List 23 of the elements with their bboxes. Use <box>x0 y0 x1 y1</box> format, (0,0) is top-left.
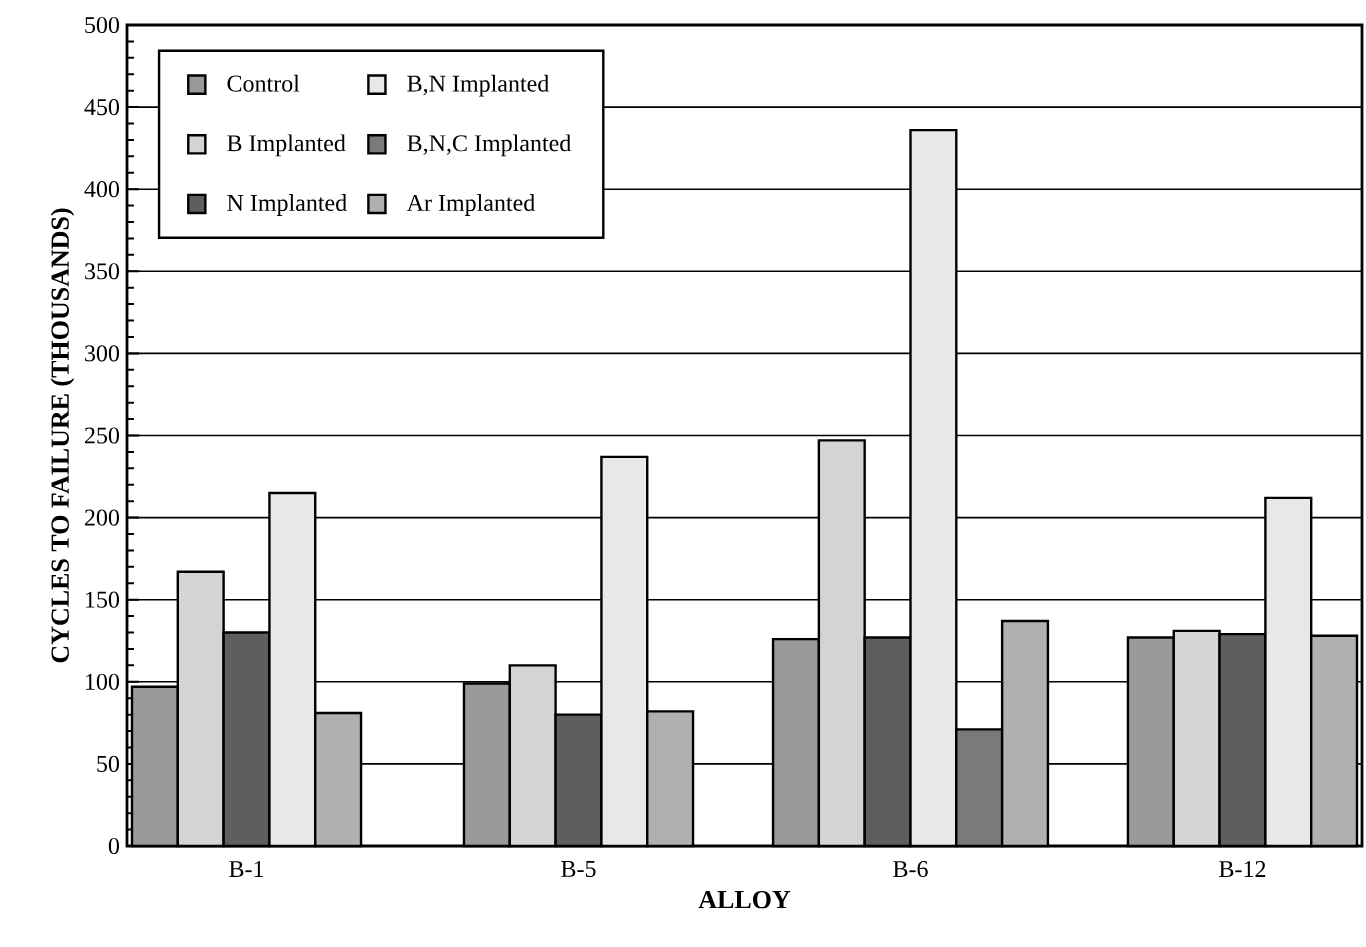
x-tick-label: B-5 <box>561 861 596 877</box>
legend-label: Ar Implanted <box>406 194 535 216</box>
y-tick-label: 350 <box>85 263 120 280</box>
y-tick-label: 500 <box>85 16 120 34</box>
y-tick-label: 400 <box>84 181 120 198</box>
y-tick-label: 200 <box>85 509 120 526</box>
y-tick-label: 100 <box>86 673 120 690</box>
y-tick-label: 50 <box>97 755 120 772</box>
x-tick-label: B-12 <box>1219 861 1266 877</box>
legend-label: N Implanted <box>227 194 347 216</box>
y-tick-label: 0 <box>108 837 120 855</box>
y-tick-label: 450 <box>84 98 120 116</box>
x-axis-title: ALLOY <box>698 890 791 909</box>
x-tick-label: B-1 <box>229 861 264 877</box>
y-tick-label: 250 <box>85 427 120 444</box>
y-tick-label: 150 <box>86 591 120 608</box>
legend-label: B,N Implanted <box>407 74 549 97</box>
y-tick-label: 300 <box>85 345 120 362</box>
y-axis-title: CYCLES TO FAILURE (THOUSANDS) <box>50 208 75 663</box>
legend-label: B Implanted <box>227 134 346 157</box>
x-tick-label: B-6 <box>893 861 928 878</box>
legend-label: B,N,C Implanted <box>407 134 572 157</box>
legend-label: Control <box>227 74 300 92</box>
